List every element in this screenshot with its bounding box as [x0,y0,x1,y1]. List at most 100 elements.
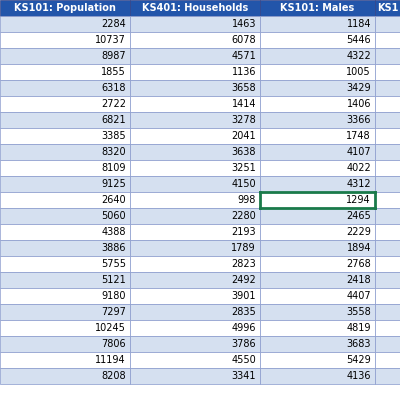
Bar [375,176,400,192]
Text: 9125: 9125 [101,179,126,189]
Bar [0,288,130,304]
Bar [0,272,130,288]
Bar [375,32,400,48]
Bar [375,288,400,304]
Bar [130,240,260,256]
Bar [130,0,260,16]
Text: 3638: 3638 [232,147,256,157]
Bar [260,352,375,368]
Text: 4550: 4550 [231,355,256,365]
Text: 1005: 1005 [346,67,371,77]
Text: 3385: 3385 [101,131,126,141]
Text: 2229: 2229 [346,227,371,237]
Text: 2193: 2193 [231,227,256,237]
Text: 2835: 2835 [231,307,256,317]
Text: 2465: 2465 [346,211,371,221]
Bar [375,320,400,336]
Bar [260,48,375,64]
Text: 4107: 4107 [346,147,371,157]
Text: 4388: 4388 [102,227,126,237]
Bar [130,192,260,208]
Bar [130,320,260,336]
Text: KS1: KS1 [377,3,398,13]
Text: 10737: 10737 [95,35,126,45]
Text: 2722: 2722 [101,99,126,109]
Bar [0,352,130,368]
Text: 6078: 6078 [231,35,256,45]
Bar [375,208,400,224]
Bar [375,48,400,64]
Text: 3341: 3341 [232,371,256,381]
Bar [130,304,260,320]
Text: 3658: 3658 [231,83,256,93]
Text: 6821: 6821 [101,115,126,125]
Text: 8320: 8320 [101,147,126,157]
Bar [375,304,400,320]
Bar [130,272,260,288]
Text: 1463: 1463 [232,19,256,29]
Bar [130,224,260,240]
Text: 1136: 1136 [232,67,256,77]
Bar [0,80,130,96]
Bar [375,224,400,240]
Bar [375,240,400,256]
Bar [130,80,260,96]
Bar [130,160,260,176]
Bar [130,64,260,80]
Text: 1414: 1414 [232,99,256,109]
Text: 4996: 4996 [232,323,256,333]
Text: 4312: 4312 [346,179,371,189]
Text: 9180: 9180 [102,291,126,301]
Bar [260,96,375,112]
Text: 1748: 1748 [346,131,371,141]
Bar [130,176,260,192]
Text: 4571: 4571 [231,51,256,61]
Bar [0,0,130,16]
Bar [0,368,130,384]
Text: 3886: 3886 [102,243,126,253]
Bar [0,144,130,160]
Bar [260,80,375,96]
Bar [375,64,400,80]
Text: 11194: 11194 [95,355,126,365]
Text: 5429: 5429 [346,355,371,365]
Text: 1184: 1184 [346,19,371,29]
Text: 4322: 4322 [346,51,371,61]
Bar [0,224,130,240]
Bar [130,336,260,352]
Text: 3429: 3429 [346,83,371,93]
Text: 2418: 2418 [346,275,371,285]
Text: 2284: 2284 [101,19,126,29]
Text: 998: 998 [238,195,256,205]
Text: 3278: 3278 [231,115,256,125]
Bar [375,336,400,352]
Bar [375,352,400,368]
Text: 4022: 4022 [346,163,371,173]
Bar [0,256,130,272]
Text: 3901: 3901 [232,291,256,301]
Bar [130,16,260,32]
Bar [375,80,400,96]
Text: KS101: Males: KS101: Males [280,3,355,13]
Bar [375,256,400,272]
Bar [0,176,130,192]
Text: 2280: 2280 [231,211,256,221]
Bar [260,336,375,352]
Text: 1294: 1294 [346,195,371,205]
Bar [0,336,130,352]
Bar [260,368,375,384]
Bar [0,128,130,144]
Text: KS101: Population: KS101: Population [14,3,116,13]
Text: 1855: 1855 [101,67,126,77]
Bar [260,192,375,208]
Bar [260,288,375,304]
Bar [260,144,375,160]
Bar [260,256,375,272]
Bar [375,272,400,288]
Bar [375,16,400,32]
Text: 4407: 4407 [346,291,371,301]
Bar [260,64,375,80]
Bar [0,160,130,176]
Bar [260,128,375,144]
Text: 5755: 5755 [101,259,126,269]
